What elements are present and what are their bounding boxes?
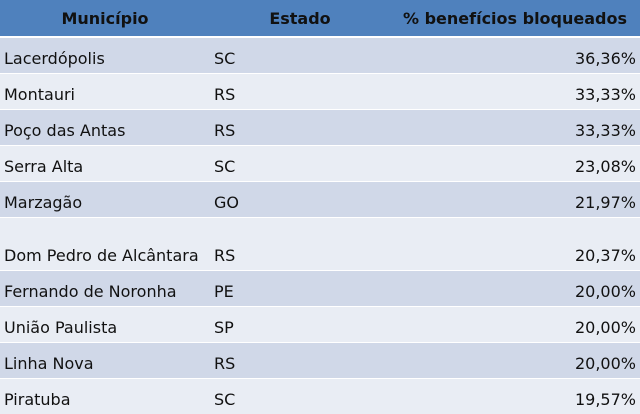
table-row: Lacerdópolis SC 36,36% bbox=[0, 36, 640, 74]
municipio-cell: Fernando de Noronha bbox=[0, 270, 210, 307]
municipio-cell: Serra Alta bbox=[0, 145, 210, 182]
municipio-cell: Marzagão bbox=[0, 181, 210, 218]
municipio-cell: Poço das Antas bbox=[0, 109, 210, 146]
table-row: Linha Nova RS 20,00% bbox=[0, 342, 640, 379]
percent-cell: 20,00% bbox=[390, 342, 640, 379]
table-row: Piratuba SC 19,57% bbox=[0, 378, 640, 414]
percent-cell: 20,00% bbox=[390, 306, 640, 343]
table-body: Lacerdópolis SC 36,36% Montauri RS 33,33% Poço… bbox=[0, 36, 640, 414]
estado-cell: GO bbox=[210, 181, 390, 218]
percent-cell: 33,33% bbox=[390, 109, 640, 146]
estado-cell: RS bbox=[210, 342, 390, 379]
estado-cell: SC bbox=[210, 145, 390, 182]
municipio-cell: Lacerdópolis bbox=[0, 36, 210, 74]
table-row: Montauri RS 33,33% bbox=[0, 73, 640, 110]
percent-cell: 19,57% bbox=[390, 378, 640, 414]
percent-cell: 36,36% bbox=[390, 36, 640, 74]
estado-cell: SP bbox=[210, 306, 390, 343]
percent-cell: 20,00% bbox=[390, 270, 640, 307]
municipio-cell: Piratuba bbox=[0, 378, 210, 414]
municipio-cell: União Paulista bbox=[0, 306, 210, 343]
estado-cell: SC bbox=[210, 36, 390, 74]
header-cell: % benefícios bloqueados bbox=[390, 0, 640, 38]
table-row: Fernando de Noronha PE 20,00% bbox=[0, 270, 640, 307]
municipio-cell: Linha Nova bbox=[0, 342, 210, 379]
percent-cell: 33,33% bbox=[390, 73, 640, 110]
estado-cell: RS bbox=[210, 73, 390, 110]
percent-cell: 21,97% bbox=[390, 181, 640, 218]
header-cell: Município bbox=[0, 0, 210, 38]
percent-cell: 20,37% bbox=[390, 217, 640, 271]
estado-cell: SC bbox=[210, 378, 390, 414]
table-row: Marzagão GO 21,97% bbox=[0, 181, 640, 218]
municipio-cell: Montauri bbox=[0, 73, 210, 110]
table-row: União Paulista SP 20,00% bbox=[0, 306, 640, 343]
table-row: Serra Alta SC 23,08% bbox=[0, 145, 640, 182]
estado-cell: RS bbox=[210, 217, 390, 271]
percent-cell: 23,08% bbox=[390, 145, 640, 182]
table-row: Poço das Antas RS 33,33% bbox=[0, 109, 640, 146]
estado-cell: PE bbox=[210, 270, 390, 307]
header-cell: Estado bbox=[210, 0, 390, 38]
estado-cell: RS bbox=[210, 109, 390, 146]
table-row: Dom Pedro de Alcântara RS 20,37% bbox=[0, 217, 640, 271]
header-row: Município Estado % benefícios bloqueados bbox=[0, 0, 640, 38]
municipio-cell: Dom Pedro de Alcântara bbox=[0, 217, 210, 271]
